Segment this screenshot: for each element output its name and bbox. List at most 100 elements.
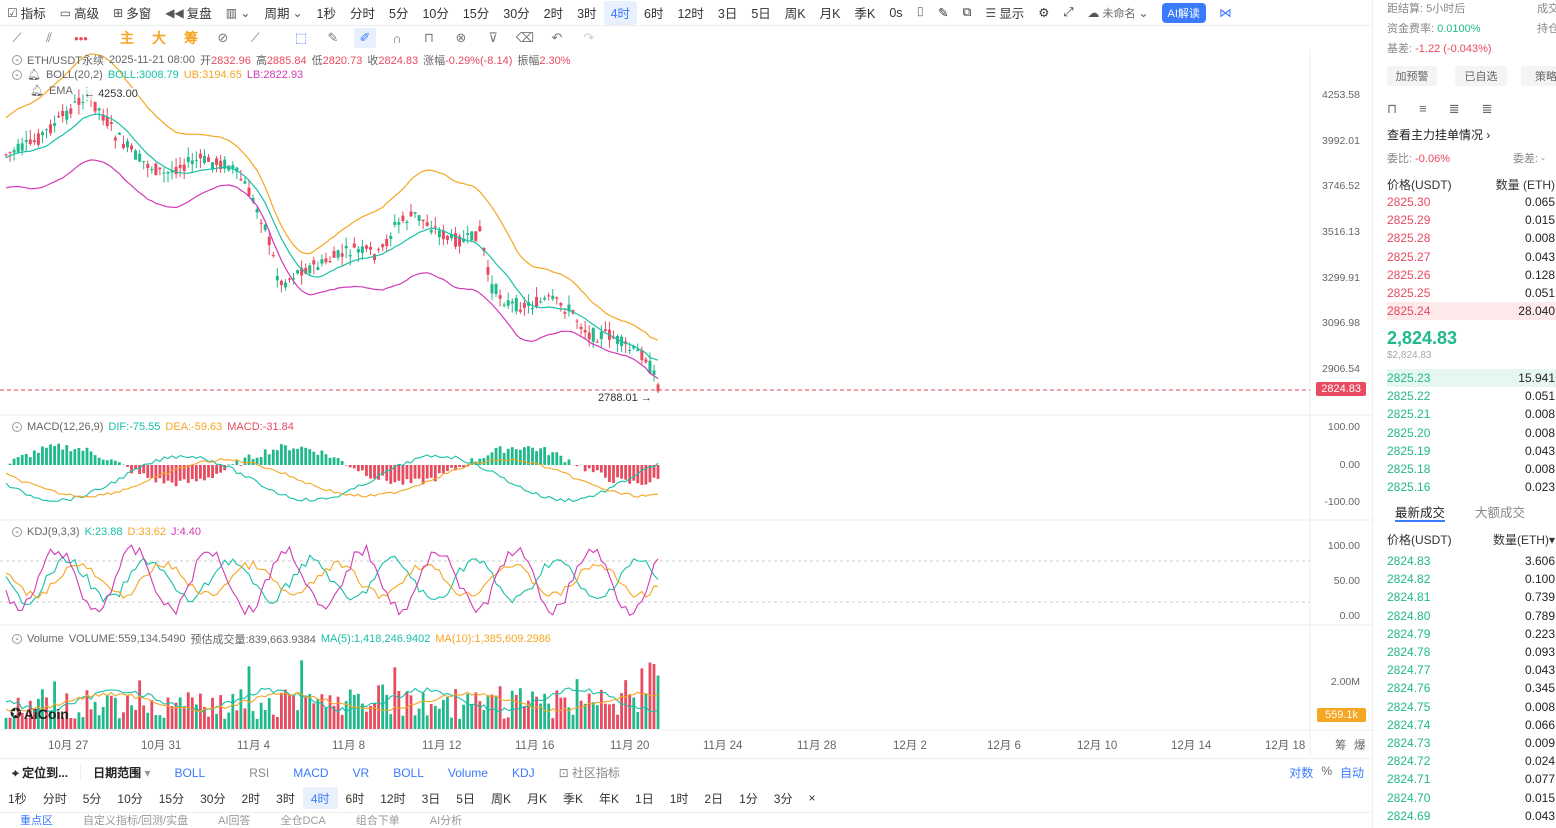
bid-row[interactable]: 2824.74 0.066 [1387,716,1556,734]
bid-row[interactable]: 2824.76 0.345 [1387,679,1556,697]
magnet-icon[interactable]: ∩ [392,30,402,46]
period-bar-option[interactable]: 30分 [200,791,226,806]
bid-row[interactable]: 2825.22 0.051 [1387,387,1556,405]
cursor-tool-icon[interactable]: ⬚ [294,30,308,45]
chevron-icon[interactable]: ⌄ [12,422,22,432]
period-bar-option[interactable]: 年K [599,791,620,806]
period-option[interactable]: 月K [819,7,841,21]
period-bar-option[interactable]: 5分 [82,791,102,806]
locate-button[interactable]: ⌖ 定位到... [12,766,69,780]
bottom-tab[interactable]: AI回答 [218,815,251,827]
period-option[interactable]: 3时 [577,7,597,21]
camera-icon[interactable]: ⌷ [916,5,925,19]
period-bar-option[interactable]: 2日 [704,791,724,806]
bottom-tab[interactable]: 重点区 [20,815,53,827]
bid-row[interactable]: 2824.78 0.093 [1387,643,1556,661]
chevron-icon[interactable]: ⌄ [12,55,22,65]
period-option[interactable]: 10分 [422,7,449,21]
ask-row[interactable]: 2825.24 28.040 [1387,302,1556,321]
display-button[interactable]: ☰ 显示 [985,5,1025,22]
bid-row[interactable]: 2824.73 0.009 [1387,734,1556,752]
period-option[interactable]: 6时 [644,7,664,21]
bid-row[interactable]: 2825.19 0.043 [1387,442,1556,460]
brush-tool-icon[interactable]: ✎ [327,30,339,45]
bid-row[interactable]: 2825.16 0.023 [1387,478,1556,496]
period-option[interactable]: 3日 [717,7,738,21]
percent-scale-toggle[interactable]: % [1321,764,1332,778]
date-range-button[interactable]: 日期范围 ▾ [80,764,162,781]
period-bar-option[interactable]: 12时 [380,791,406,806]
period-bar-option[interactable]: 6时 [345,791,365,806]
period-dropdown[interactable]: 周期 ⌄ [264,5,303,22]
period-option[interactable]: 5分 [388,7,409,21]
period-bar-option[interactable]: 4时 [302,787,338,809]
bid-row[interactable]: 2824.83 3.606 [1387,552,1556,570]
period-bar-option[interactable]: 1分 [739,791,758,806]
boll-main-indicator[interactable]: BOLL [174,765,206,780]
window-icon[interactable]: ⧉ [962,5,972,19]
period-bar-option[interactable]: 1日 [635,791,654,806]
lock-icon[interactable]: ⊓ [423,30,435,45]
redo-icon[interactable]: ↷ [583,30,595,45]
ray-tool-icon[interactable]: ⫽ [46,30,52,45]
indicator-option[interactable]: Volume [447,765,488,780]
trend-tool-icon[interactable]: ⟋ [250,30,260,45]
bid-row[interactable]: 2825.20 0.008 [1387,424,1556,442]
eraser-icon[interactable]: ⊗ [455,30,467,45]
share-icon[interactable]: ⋈ [1218,6,1232,20]
chevron-icon[interactable]: ⌄ [12,527,22,537]
measure-tool-icon[interactable]: ⊘ [217,30,229,45]
period-option[interactable]: 季K [854,7,876,21]
period-bar-option[interactable]: 季K [562,791,583,806]
period-option[interactable]: 30分 [503,7,530,21]
ai-analysis-button[interactable]: AI解读 [1161,2,1206,23]
indicator-option[interactable]: BOLL [393,765,424,780]
bid-row[interactable]: 2824.81 0.739 [1387,588,1556,606]
period-bar-option[interactable]: × [808,791,816,805]
community-indicators-button[interactable]: ⊡ 社区指标 [558,766,621,780]
period-bar-option[interactable]: 分时 [42,791,67,806]
multi-window-button[interactable]: ⊞ 多窗 [113,5,152,22]
period-bar-option[interactable]: 10分 [117,791,143,806]
tab-latest-trades[interactable]: 最新成交 [1395,506,1446,520]
trash-icon[interactable]: ⌫ [515,30,535,45]
bid-row[interactable]: 2825.18 0.008 [1387,460,1556,478]
period-bar-option[interactable]: 周K [490,791,511,806]
bottom-tab[interactable]: AI分析 [429,815,463,827]
kline-chart[interactable] [0,50,1372,756]
period-bar-option[interactable]: 5日 [456,791,475,806]
period-option[interactable]: 周K [784,7,806,21]
advanced-button[interactable]: ▭ 高级 [59,5,100,22]
bid-row[interactable]: 2824.77 0.043 [1387,661,1556,679]
settings-icon[interactable]: ⚙ [1038,6,1050,20]
period-bar-option[interactable]: 3分 [773,791,793,806]
period-bar-option[interactable]: 1秒 [8,791,27,806]
bid-row[interactable]: 2825.21 0.008 [1387,405,1556,423]
replay-button[interactable]: ◀◀ 复盘 [165,5,212,22]
period-bar-option[interactable]: 1时 [669,791,689,806]
liquidation-toggle[interactable]: 爆 [1354,740,1366,752]
bid-row[interactable]: 2824.69 0.043 [1387,807,1556,825]
strategy-button[interactable]: 策略 [1521,66,1556,86]
bell-icon[interactable]: 🔔︎ [30,85,44,97]
bid-row[interactable]: 2824.71 0.077 [1387,770,1556,788]
period-option[interactable]: 1秒 [316,7,336,21]
pen-icon[interactable]: ✎ [938,6,949,20]
bell-icon[interactable]: 🔔︎ [27,69,41,81]
period-option[interactable]: 12时 [677,7,704,21]
period-bar-option[interactable]: 月K [526,791,547,806]
ask-row[interactable]: 2825.25 0.051 [1387,284,1556,302]
chart-type-button[interactable]: ▥ ⌄ [219,1,258,25]
highlight-tool-icon[interactable]: ✐ [354,28,376,48]
chips-toggle[interactable]: 筹 [1335,740,1347,752]
chart-area[interactable]: ⌄ ETH/USDT永续 2025-11-21 08:00 开2832.96 高… [0,50,1372,756]
indicator-option[interactable]: RSI [249,765,270,780]
bid-row[interactable]: 2824.82 0.100 [1387,570,1556,588]
undo-icon[interactable]: ↶ [551,30,563,45]
bid-row[interactable]: 2824.72 0.024 [1387,752,1556,770]
filter-icon[interactable]: ⊽ [488,30,498,45]
add-alert-button[interactable]: 加预警 [1387,66,1437,86]
bid-row[interactable]: 2824.70 0.015 [1387,789,1556,807]
large-orders-button[interactable]: 大 [152,30,166,46]
bottom-tab[interactable]: 全仓DCA [280,815,326,827]
